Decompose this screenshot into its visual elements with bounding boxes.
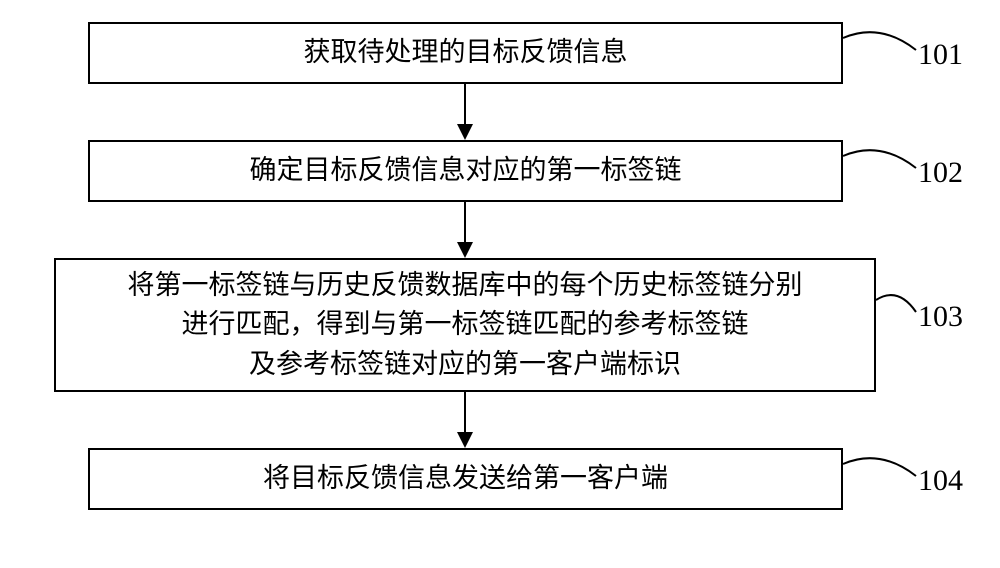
flow-node-4-label: 将目标反馈信息发送给第一客户端	[263, 459, 668, 498]
callout-3	[876, 295, 916, 312]
step-label-101: 101	[918, 38, 963, 72]
arrow-3-4	[457, 392, 473, 448]
callout-1	[843, 32, 916, 50]
step-label-104: 104	[918, 464, 963, 498]
arrow-2-3	[457, 202, 473, 258]
flow-node-2: 确定目标反馈信息对应的第一标签链	[88, 140, 843, 202]
step-label-102: 102	[918, 156, 963, 190]
flow-node-2-label: 确定目标反馈信息对应的第一标签链	[250, 151, 682, 190]
step-label-103: 103	[918, 300, 963, 334]
flow-node-1: 获取待处理的目标反馈信息	[88, 22, 843, 84]
flowchart-canvas: 获取待处理的目标反馈信息 101 确定目标反馈信息对应的第一标签链 102 将第…	[0, 0, 1000, 568]
flow-node-3: 将第一标签链与历史反馈数据库中的每个历史标签链分别 进行匹配，得到与第一标签链匹…	[54, 258, 876, 392]
flow-node-3-label: 将第一标签链与历史反馈数据库中的每个历史标签链分别 进行匹配，得到与第一标签链匹…	[128, 266, 803, 383]
flow-node-1-label: 获取待处理的目标反馈信息	[304, 33, 628, 72]
flow-node-4: 将目标反馈信息发送给第一客户端	[88, 448, 843, 510]
callout-2	[843, 150, 916, 168]
arrow-1-2	[457, 84, 473, 140]
callout-4	[843, 458, 916, 476]
